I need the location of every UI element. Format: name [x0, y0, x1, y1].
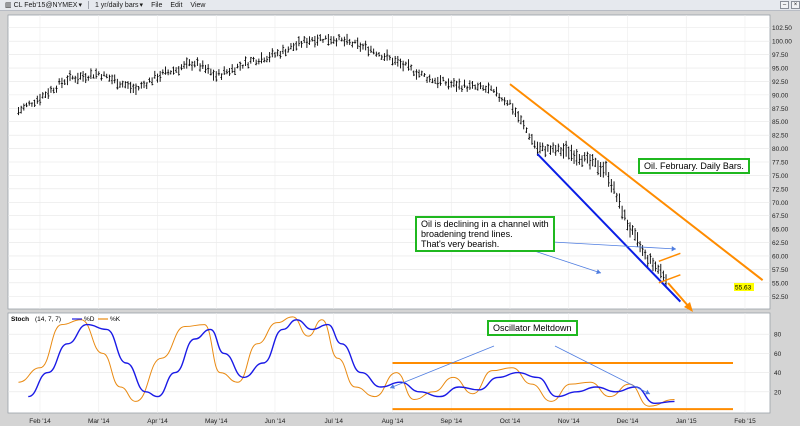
x-tick-label: Sep '14 [440, 418, 462, 425]
oscillator-arrow-right [554, 345, 651, 395]
x-tick-label: Feb '14 [29, 418, 51, 425]
stoch-legend-params: (14, 7, 7) [35, 316, 61, 323]
x-tick-label: Aug '14 [382, 418, 404, 425]
x-tick-label: Oct '14 [500, 418, 521, 425]
menu-file[interactable]: File [151, 1, 163, 9]
x-tick-label: Mar '14 [88, 418, 110, 425]
stoch-d-line [28, 319, 675, 405]
interval-caret-icon: ▾ [139, 1, 144, 9]
price-tick-label: 102.50 [772, 25, 792, 32]
stoch-k-line [18, 316, 675, 407]
last-price-background [734, 283, 754, 291]
price-tick-label: 72.50 [772, 186, 789, 193]
price-tick-label: 62.50 [772, 240, 789, 247]
x-tick-label: Nov '14 [558, 418, 580, 425]
price-tick-label: 85.00 [772, 119, 789, 126]
symbol-label: CL Feb'15@NYMEX [13, 1, 78, 9]
x-tick-label: Jan '15 [676, 418, 697, 425]
stoch-legend-d: %D [84, 316, 95, 323]
x-tick-label: Dec '14 [617, 418, 639, 425]
price-tick-label: 80.00 [772, 146, 789, 153]
channel-arrow-right-head [671, 246, 676, 252]
stoch-tick-label: 40 [774, 370, 782, 377]
chart-toolbar: ▥ CL Feb'15@NYMEX ▾ 1 yr/daily bars ▾ Fi… [0, 0, 800, 11]
last-price-marker: 55.63 [734, 283, 754, 292]
price-tick-label: 75.00 [772, 173, 789, 180]
x-tick-label: Jul '14 [324, 418, 343, 425]
price-axis: 52.50 55.00 57.50 60.00 62.50 65.00 67.50 70.00… [772, 25, 792, 301]
price-tick-label: 90.00 [772, 92, 789, 99]
small-upper-trend-line [658, 252, 681, 263]
menu-view[interactable]: View [190, 1, 206, 9]
stoch-axis: 20 40 60 80 [774, 332, 782, 397]
stoch-tick-label: 60 [774, 351, 782, 358]
toolbar-divider [87, 1, 89, 9]
channel-arrow-right [534, 240, 677, 250]
callout-arrows [389, 232, 677, 395]
oil-daily-text: Oil. February. Daily Bars. [644, 161, 744, 171]
x-tick-label: Jun '14 [265, 418, 286, 425]
price-tick-label: 97.50 [772, 52, 789, 59]
menu-edit[interactable]: Edit [170, 1, 183, 9]
window-controls: – × [778, 1, 800, 9]
oscillator-arrow-right-head [645, 389, 650, 395]
x-tick-label: Feb '15 [734, 418, 756, 425]
channel-callout: Oil is declining in a channel with broad… [415, 216, 555, 252]
x-axis: Feb '14 Mar '14 Apr '14 May '14 Jun '14 Jul '… [29, 418, 756, 425]
price-tick-label: 52.50 [772, 294, 789, 301]
price-tick-label: 67.50 [772, 213, 789, 220]
x-tick-label: Apr '14 [147, 418, 168, 425]
oil-daily-callout: Oil. February. Daily Bars. [638, 158, 750, 174]
price-tick-label: 82.50 [772, 133, 789, 140]
interval-selector[interactable]: 1 yr/daily bars ▾ [91, 0, 147, 11]
stoch-legend-k: %K [110, 316, 121, 323]
stoch-tick-label: 20 [774, 389, 782, 396]
oscillator-arrow-left [389, 345, 495, 389]
oscillator-text: Oscillator Meltdown [493, 323, 572, 333]
price-tick-label: 77.50 [772, 160, 789, 167]
channel-text-line2: broadening trend lines. [421, 229, 513, 239]
trend-lines [509, 83, 764, 312]
channel-text-line3: That's very bearish. [421, 239, 500, 249]
price-bars [17, 33, 668, 286]
price-tick-label: 70.00 [772, 200, 789, 207]
channel-text-line1: Oil is declining in a channel with [421, 219, 549, 229]
minimize-icon[interactable]: – [780, 1, 789, 9]
small-lower-trend-line [658, 274, 681, 284]
x-tick-label: May '14 [205, 418, 228, 425]
oscillator-arrow-left-head [390, 384, 395, 389]
chart-bars-icon: ▥ [5, 1, 12, 9]
lower-trend-line [536, 153, 682, 303]
down-arrow-shaft [667, 282, 691, 309]
price-tick-label: 60.00 [772, 253, 789, 260]
stoch-legend: Stoch (14, 7, 7) %D %K [11, 316, 121, 323]
chart-frame: 52.50 55.00 57.50 60.00 62.50 65.00 67.50 70.00… [0, 11, 800, 426]
upper-trend-line [509, 83, 764, 281]
channel-arrow-lower-head [596, 269, 601, 275]
price-tick-label: 87.50 [772, 106, 789, 113]
last-price-label: 55.63 [735, 285, 752, 292]
stoch-legend-name: Stoch [11, 316, 29, 323]
close-icon[interactable]: × [791, 1, 800, 9]
down-arrow-head [684, 302, 693, 312]
chart-canvas: 52.50 55.00 57.50 60.00 62.50 65.00 67.50 70.00… [0, 11, 800, 426]
interval-label: 1 yr/daily bars [94, 1, 139, 9]
price-tick-label: 65.00 [772, 227, 789, 234]
symbol-caret-icon: ▾ [78, 1, 82, 9]
price-grid [8, 15, 770, 413]
price-tick-label: 95.00 [772, 66, 789, 73]
price-tick-label: 92.50 [772, 79, 789, 86]
stoch-tick-label: 80 [774, 332, 782, 339]
symbol-selector[interactable]: ▥ CL Feb'15@NYMEX ▾ [0, 0, 86, 11]
price-tick-label: 57.50 [772, 267, 789, 274]
price-tick-label: 100.00 [772, 39, 792, 46]
price-tick-label: 55.00 [772, 280, 789, 287]
oscillator-callout: Oscillator Meltdown [487, 320, 578, 336]
stoch-lines [18, 316, 675, 407]
